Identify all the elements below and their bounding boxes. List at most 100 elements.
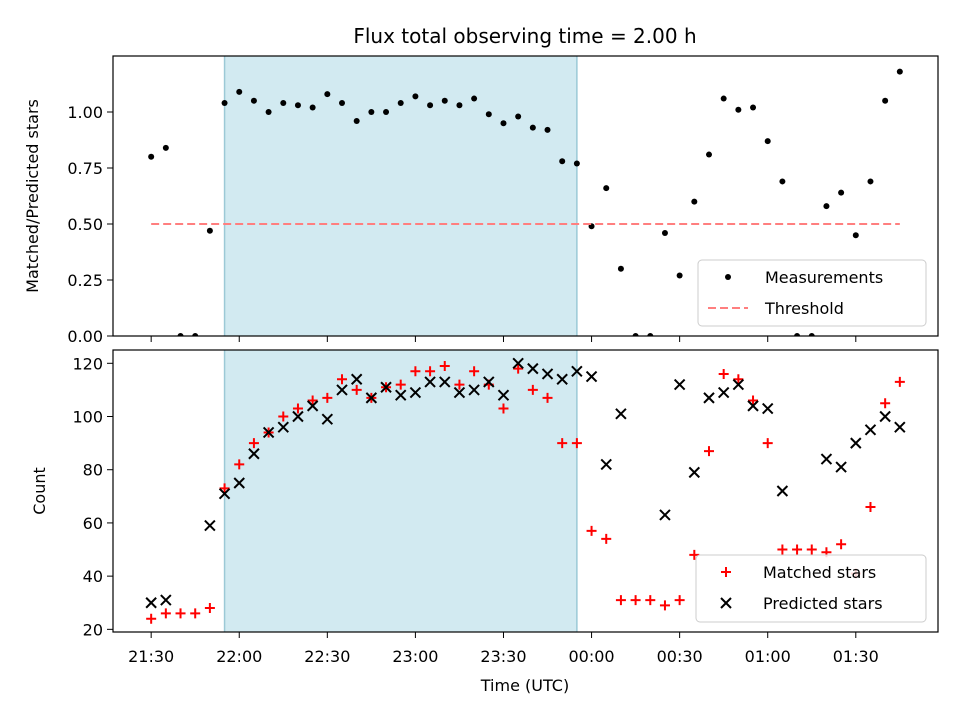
measurement-point xyxy=(294,102,301,109)
legend: Matched stars Predicted stars xyxy=(695,554,927,623)
matched-star-point xyxy=(160,608,171,619)
predicted-star-point xyxy=(688,466,701,479)
matched-star-point xyxy=(204,603,215,614)
predicted-star-point xyxy=(512,357,524,370)
chart-title: Flux total observing time = 2.00 h xyxy=(353,24,696,48)
measurement-point xyxy=(764,138,771,145)
measurement-point xyxy=(192,333,199,336)
predicted-star-point xyxy=(365,392,378,404)
legend-marker xyxy=(720,597,732,609)
measurement-point xyxy=(485,111,492,118)
measurement-point xyxy=(250,97,257,104)
measurement-point xyxy=(735,106,742,113)
matched-star-point xyxy=(880,398,891,409)
legend-label: Threshold xyxy=(764,299,844,318)
predicted-star-point xyxy=(424,376,436,388)
matched-star-point xyxy=(792,544,803,555)
measurement-point xyxy=(779,178,786,185)
measurement-point xyxy=(647,333,654,336)
legend-marker xyxy=(721,567,731,577)
predicted-star-point xyxy=(306,400,319,412)
measurement-point xyxy=(383,109,390,115)
y-tick-label: 60 xyxy=(83,514,103,533)
legend-marker xyxy=(725,274,731,280)
matched-star-point xyxy=(865,501,876,512)
y-tick-label: 40 xyxy=(83,567,103,586)
x-tick-label: 01:00 xyxy=(745,647,791,666)
predicted-star-point xyxy=(395,389,407,401)
predicted-star-point xyxy=(585,370,598,383)
legend: Measurements Threshold xyxy=(697,259,927,327)
predicted-star-point xyxy=(204,519,216,532)
plot-area xyxy=(148,68,903,336)
matched-star-point xyxy=(454,379,465,390)
predicted-star-point xyxy=(776,485,789,497)
measurement-point xyxy=(750,104,757,111)
predicted-star-point xyxy=(703,392,715,404)
matched-star-point xyxy=(513,363,524,374)
predicted-star-point xyxy=(571,365,583,377)
predicted-star-point xyxy=(497,389,510,401)
predicted-star-point xyxy=(527,362,539,375)
plot-area xyxy=(145,357,906,624)
measurement-point xyxy=(676,272,683,279)
predicted-star-point xyxy=(145,597,157,609)
predicted-star-point xyxy=(659,509,671,521)
matched-star-point xyxy=(894,376,905,387)
measurement-point xyxy=(221,100,228,107)
ratio-panel: 0.00 0.25 0.50 0.75 1.00 Matched/Predicted st… xyxy=(23,55,939,346)
predicted-star-point xyxy=(615,408,627,420)
measurement-point xyxy=(148,153,155,160)
predicted-star-point xyxy=(336,384,348,396)
x-tick-label: 00:30 xyxy=(657,647,703,666)
measurement-point xyxy=(529,124,536,131)
matched-star-point xyxy=(219,483,230,494)
matched-star-point xyxy=(175,608,186,619)
predicted-star-point xyxy=(262,426,275,439)
y-axis-label: Matched/Predicted stars xyxy=(23,99,42,293)
matched-star-point xyxy=(527,384,538,395)
matched-star-point xyxy=(806,544,817,555)
measurement-point xyxy=(236,88,243,95)
measurement-point xyxy=(368,109,375,115)
measurement-point xyxy=(412,93,419,100)
predicted-star-point xyxy=(277,421,289,433)
y-tick-label: 0.00 xyxy=(67,327,103,346)
predicted-star-point xyxy=(233,477,245,489)
measurement-point xyxy=(632,333,639,336)
y-tick-label: 0.25 xyxy=(67,271,103,290)
matched-star-point xyxy=(146,613,157,624)
measurement-point xyxy=(808,333,815,336)
matched-star-point xyxy=(439,360,450,371)
predicted-star-point xyxy=(600,458,612,471)
matched-star-point xyxy=(410,366,421,377)
x-axis-label: Time (UTC) xyxy=(480,676,569,695)
x-tick-label: 22:00 xyxy=(216,647,262,666)
predicted-star-point xyxy=(864,424,877,436)
predicted-star-point xyxy=(820,453,833,465)
y-tick-label: 1.00 xyxy=(67,103,103,122)
axes-frame xyxy=(112,349,939,633)
measurement-point xyxy=(720,95,727,102)
legend-label: Predicted stars xyxy=(763,594,883,613)
predicted-star-point xyxy=(732,378,745,391)
matched-star-point xyxy=(307,395,318,406)
measurement-point xyxy=(559,158,566,165)
measurement-point xyxy=(573,160,580,167)
measurement-point xyxy=(544,126,551,133)
matched-star-point xyxy=(645,595,656,606)
y-tick-label: 20 xyxy=(83,620,103,639)
measurement-point xyxy=(838,189,845,196)
measurement-point xyxy=(309,104,316,111)
measurement-point xyxy=(162,144,169,151)
predicted-star-point xyxy=(747,400,759,412)
y-tick-label: 80 xyxy=(83,461,103,480)
matched-star-point xyxy=(615,595,626,606)
matched-star-point xyxy=(542,392,553,403)
axes-frame xyxy=(112,55,939,337)
matched-star-point xyxy=(762,438,773,449)
matched-star-point xyxy=(469,366,480,377)
matched-star-point xyxy=(190,608,201,619)
x-tick-label: 23:30 xyxy=(480,647,526,666)
